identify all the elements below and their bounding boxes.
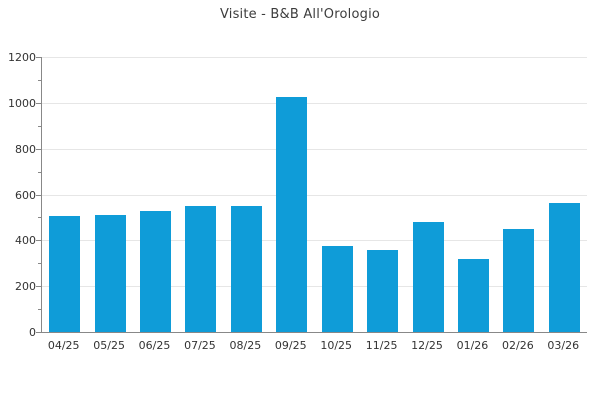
y-minor-tick-300 xyxy=(38,263,41,265)
x-tick-label: 01/26 xyxy=(456,339,489,352)
x-tick-label: 08/25 xyxy=(229,339,262,352)
y-major-tick-0 xyxy=(36,332,41,333)
x-tick-label: 11/25 xyxy=(365,339,398,352)
gridline-200 xyxy=(42,286,587,288)
y-minor-tick-100 xyxy=(38,309,41,311)
y-major-tick-800 xyxy=(36,148,41,150)
y-major-tick-200 xyxy=(36,286,41,288)
y-tick-label: 400 xyxy=(15,234,36,248)
gridline-1200 xyxy=(42,57,587,58)
y-minor-tick-700 xyxy=(38,171,41,173)
plot-area xyxy=(41,57,587,333)
bar-06-25 xyxy=(140,210,172,332)
gridline-400 xyxy=(42,240,587,242)
x-tick-label: 02/26 xyxy=(502,339,534,352)
y-major-tick-1200 xyxy=(36,57,41,58)
gridline-800 xyxy=(42,148,587,150)
x-tick-label: 09/25 xyxy=(274,339,307,352)
bar-09-25 xyxy=(276,97,308,332)
bar-10-25 xyxy=(321,246,353,332)
x-tick-label: 12/25 xyxy=(411,339,443,352)
gridline-1000 xyxy=(42,102,587,104)
y-major-tick-400 xyxy=(36,240,41,242)
x-tick-label: 04/25 xyxy=(47,339,80,352)
y-tick-label: 1200 xyxy=(8,51,36,64)
gridline-600 xyxy=(42,194,587,196)
y-minor-tick-500 xyxy=(38,217,41,219)
bar-01-26 xyxy=(457,258,489,332)
bar-11-25 xyxy=(367,249,399,332)
x-tick-label: 05/25 xyxy=(93,339,125,352)
y-major-tick-600 xyxy=(36,194,41,196)
x-tick-label: 06/25 xyxy=(138,339,171,352)
y-minor-tick-900 xyxy=(38,125,41,127)
bar-07-25 xyxy=(185,205,217,332)
bar-04-25 xyxy=(49,216,81,332)
bar-03-26 xyxy=(548,202,580,332)
y-tick-label: 800 xyxy=(15,142,36,156)
y-minor-tick-1100 xyxy=(38,79,41,81)
bar-02-26 xyxy=(503,228,535,332)
bar-12-25 xyxy=(412,222,444,332)
y-tick-label: 0 xyxy=(29,326,36,339)
y-tick-label: 600 xyxy=(15,188,36,202)
y-tick-label: 200 xyxy=(15,280,36,294)
y-major-tick-1000 xyxy=(36,102,41,104)
y-tick-label: 1000 xyxy=(8,96,36,110)
bar-08-25 xyxy=(230,205,262,332)
x-tick-label: 07/25 xyxy=(184,339,216,352)
x-tick-label: 03/26 xyxy=(547,339,580,352)
x-tick-label: 10/25 xyxy=(320,339,353,352)
bar-05-25 xyxy=(94,215,126,332)
chart-title: Visite - B&B All'Orologio xyxy=(219,7,381,22)
